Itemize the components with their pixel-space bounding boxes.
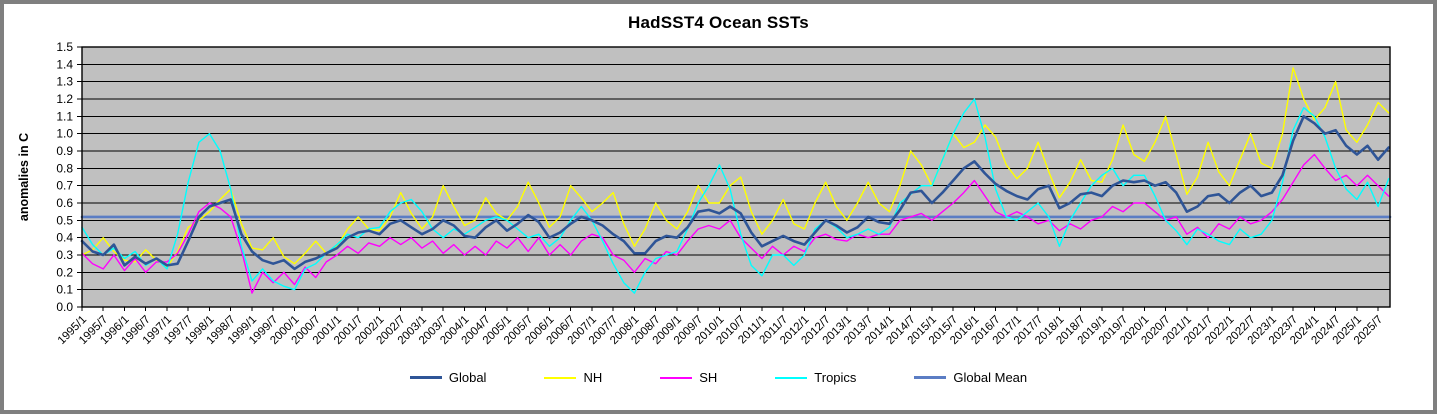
y-tick-label: 0.6	[56, 196, 73, 210]
legend-label-sh: SH	[699, 370, 718, 385]
legend-item-sh: SH	[660, 370, 717, 385]
legend-label-global-mean: Global Mean	[953, 370, 1028, 385]
y-tick-label: 1.0	[56, 127, 73, 141]
legend: Global NH SH Tropics Global Mean	[4, 370, 1433, 385]
tropics-line-swatch-icon	[775, 376, 808, 379]
y-tick-label: 0.8	[56, 161, 73, 175]
y-tick-label: 0.0	[56, 300, 73, 314]
plot-border	[81, 46, 1391, 308]
legend-item-tropics: Tropics	[775, 370, 856, 385]
plot-area	[82, 47, 1390, 307]
y-tick-label: 1.3	[56, 75, 73, 89]
legend-label-nh: NH	[583, 370, 603, 385]
series-line-tropics	[81, 98, 1390, 294]
y-tick-label: 0.9	[56, 144, 73, 158]
chart-canvas: 0.0 0.1 0.2 0.3 0.4 0.5 0.6 0.7 0.8 0.9 1.0 1.1 1.2 1…	[56, 40, 1392, 347]
global-line-swatch-icon	[409, 376, 442, 379]
y-tick-label: 0.4	[56, 231, 73, 245]
legend-item-global: Global	[409, 370, 487, 385]
series-line-nh	[81, 67, 1390, 268]
y-tick-label: 1.5	[56, 40, 73, 54]
sh-line-swatch-icon	[660, 376, 693, 379]
series-line-global	[80, 115, 1390, 271]
y-tick-label: 1.4	[56, 57, 73, 71]
y-tick-label: 0.1	[56, 283, 73, 297]
y-tick-label: 0.3	[56, 248, 73, 262]
chart-title: HadSST4 Ocean SSTs	[628, 13, 809, 32]
legend-label-tropics: Tropics	[814, 370, 857, 385]
y-tick-label: 1.2	[56, 92, 73, 106]
y-tick-label: 1.1	[56, 109, 73, 123]
global-mean-line-swatch-icon	[914, 376, 947, 379]
nh-line-swatch-icon	[544, 376, 577, 379]
legend-item-nh: NH	[544, 370, 602, 385]
legend-label-global: Global	[448, 370, 487, 385]
y-tick-label: 0.7	[56, 179, 73, 193]
series-line-sh	[81, 153, 1390, 294]
y-tick-label: 0.2	[56, 265, 73, 279]
y-tick-label: 0.5	[56, 213, 73, 227]
legend-item-global-mean: Global Mean	[914, 370, 1027, 385]
